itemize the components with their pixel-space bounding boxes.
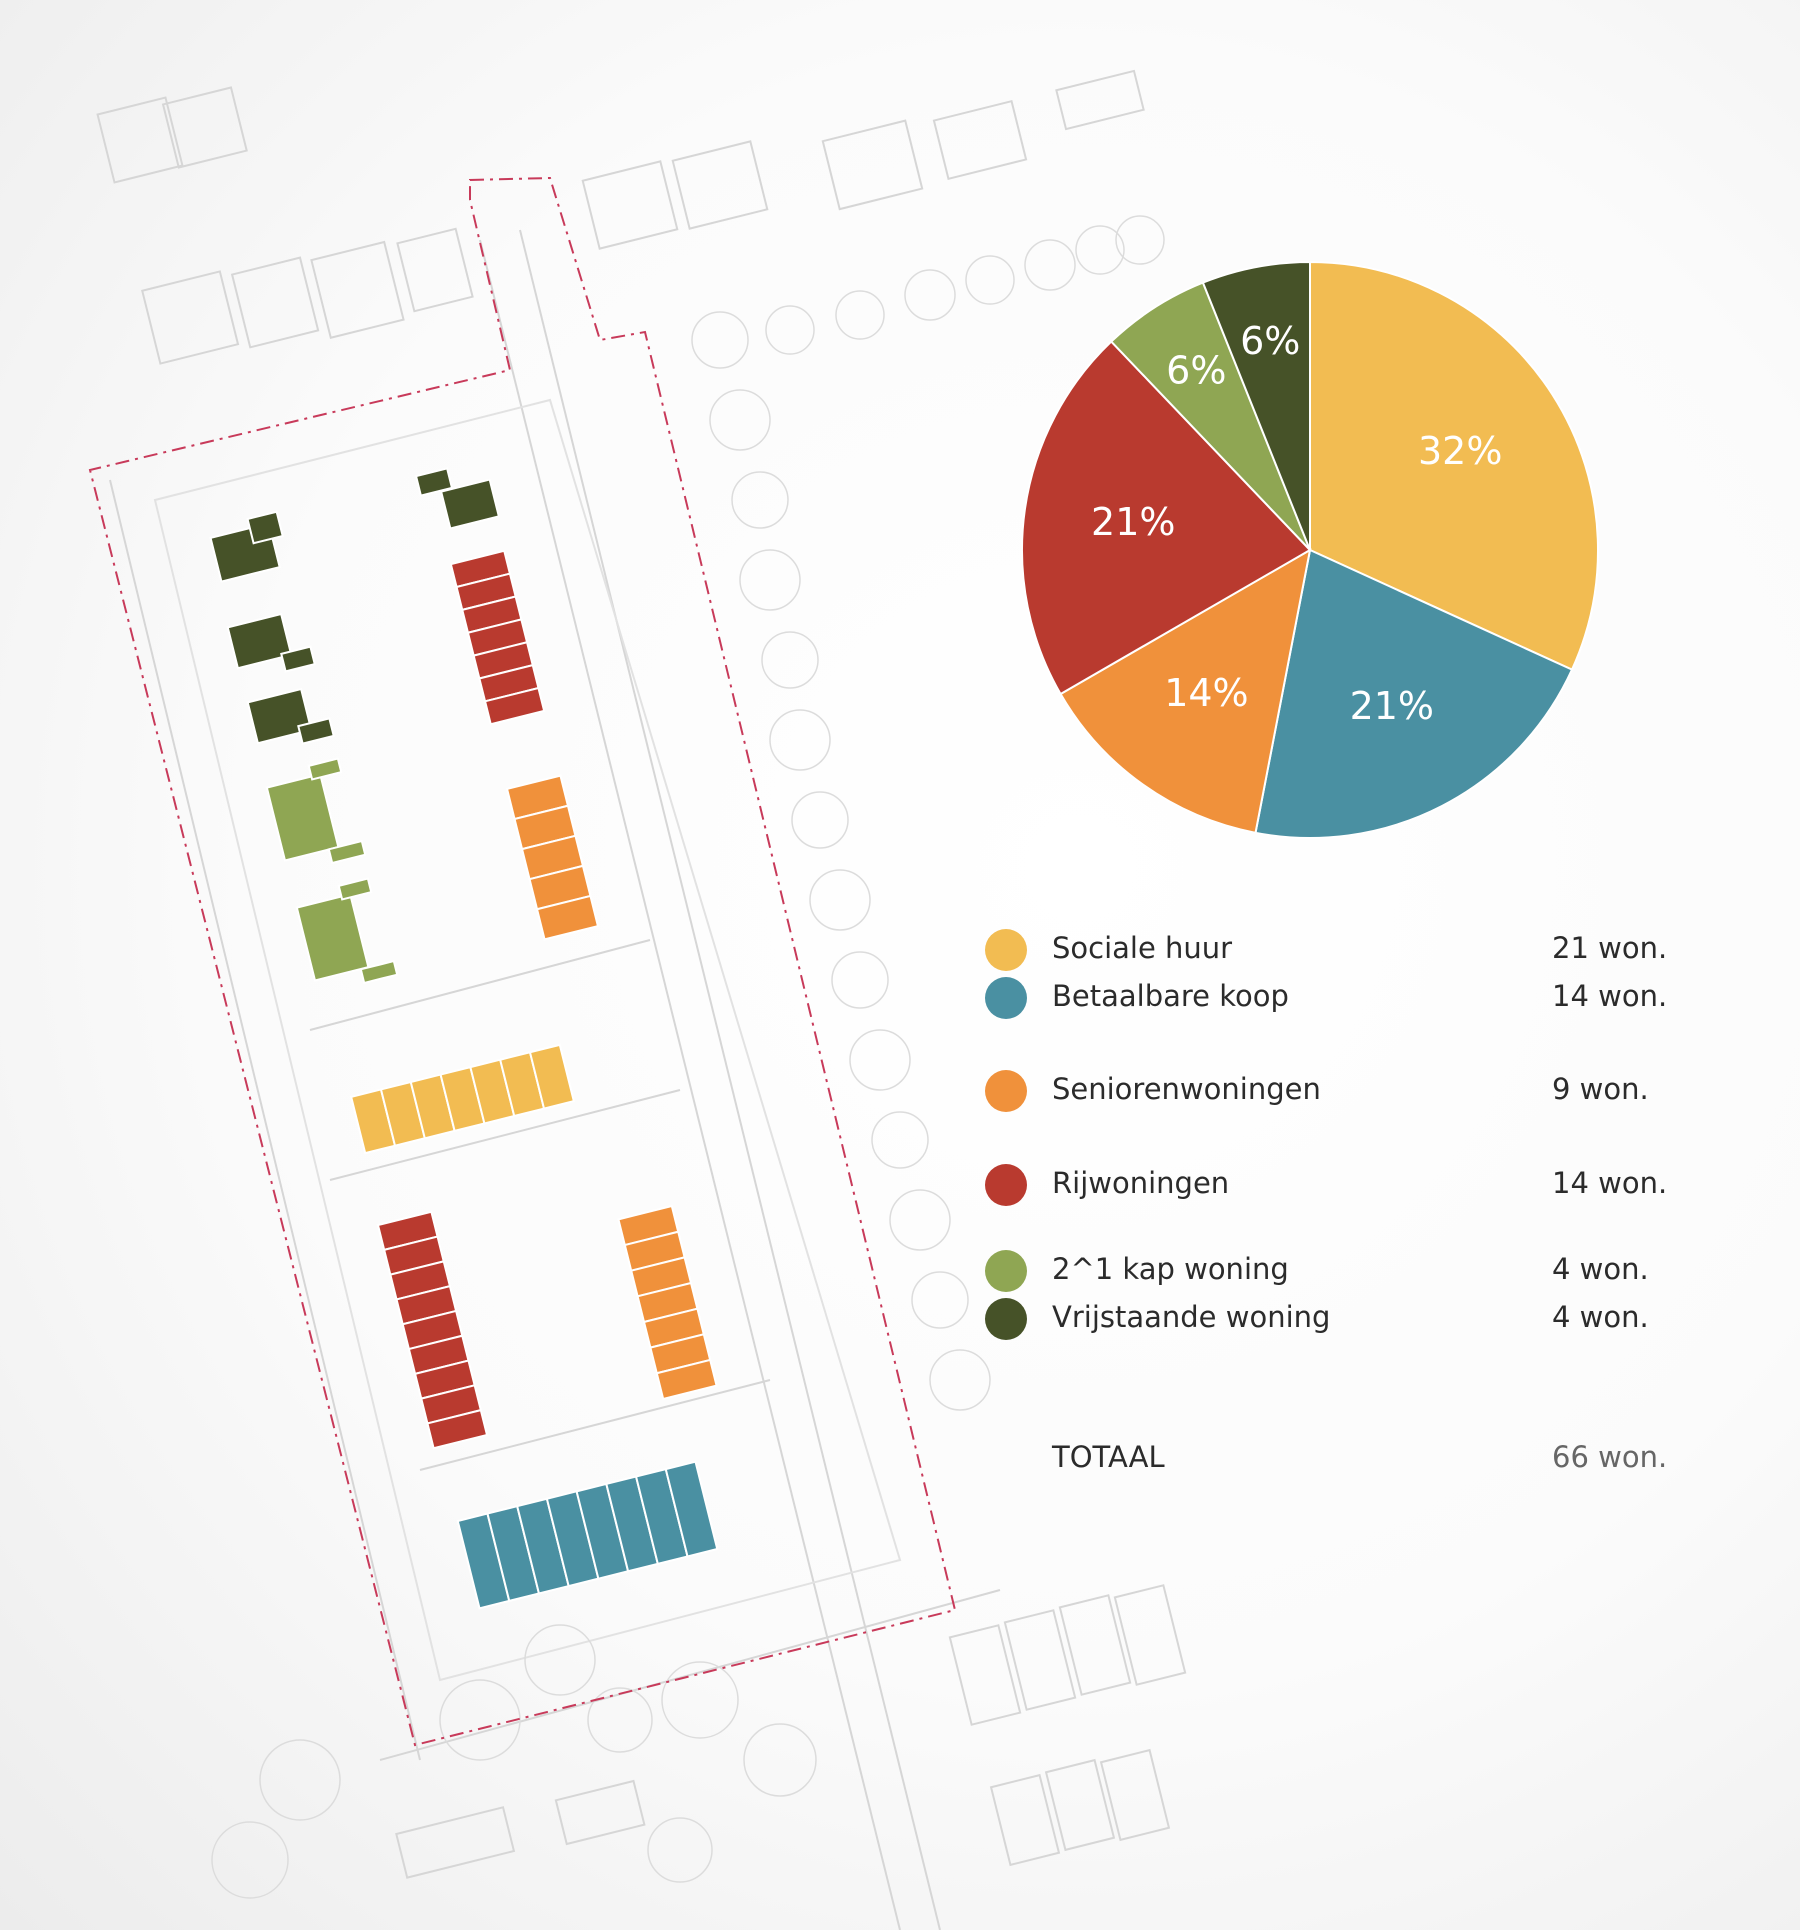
pie-slice-label: 21%	[1350, 684, 1434, 728]
legend-count: 9 won.	[1552, 1072, 1649, 1106]
legend-item-vrijstaande-woning: Vrijstaande woning 4 won.	[980, 1294, 1660, 1342]
legend-label: Rijwoningen	[1052, 1166, 1230, 1200]
legend-count: 21 won.	[1552, 931, 1668, 965]
legend-total: TOTAAL 66 won.	[980, 1434, 1667, 1482]
pie-slice-label: 21%	[1091, 500, 1175, 544]
pie-slice	[1309, 260, 1599, 671]
pie-chart: 32% 21% 14% 21% 6% 6%	[1021, 260, 1599, 839]
legend-swatch	[985, 1164, 1027, 1206]
legend-label: Sociale huur	[1052, 931, 1233, 965]
legend-swatch	[985, 1070, 1027, 1112]
total-count: 66 won.	[1552, 1440, 1668, 1474]
pie-slice	[1201, 260, 1311, 551]
legend-count: 14 won.	[1552, 1166, 1668, 1200]
legend-count: 14 won.	[1552, 979, 1668, 1013]
pie-slice-label: 32%	[1418, 429, 1502, 473]
legend-count: 4 won.	[1552, 1300, 1649, 1334]
legend-label: Seniorenwoningen	[1052, 1072, 1321, 1106]
legend-item-seniorenwoningen: Seniorenwoningen 9 won.	[980, 1066, 1660, 1114]
legend-swatch	[985, 929, 1027, 971]
housing-row	[349, 1043, 576, 1155]
pie-slice	[1059, 548, 1312, 834]
legend-item-sociale-huur: Sociale huur 21 won.	[980, 925, 1667, 973]
housing-row	[449, 549, 546, 726]
legend-swatch	[985, 1298, 1027, 1340]
legend-item-rijwoningen: Rijwoningen 14 won.	[980, 1160, 1667, 1208]
legend-label: 2^1 kap woning	[1052, 1252, 1289, 1286]
legend-swatch	[985, 1250, 1027, 1292]
pie-slice-label: 14%	[1164, 671, 1248, 715]
plan-boundary	[88, 176, 957, 1747]
pie-slice	[1254, 548, 1574, 839]
pie-slice	[1021, 340, 1312, 696]
housing-row	[505, 774, 600, 941]
housing-row	[456, 1460, 719, 1610]
housing-row	[617, 1204, 718, 1401]
legend-item-2-1-kap-woning: 2^1 kap woning 4 won.	[980, 1246, 1660, 1294]
housing-row	[376, 1210, 489, 1450]
legend-label: Betaalbare koop	[1052, 979, 1289, 1013]
legend-label: Vrijstaande woning	[1052, 1300, 1331, 1334]
pie-slice-label: 6%	[1240, 319, 1300, 363]
legend-item-betaalbare-koop: Betaalbare koop 14 won.	[980, 973, 1667, 1021]
pie-slice-label: 6%	[1166, 349, 1226, 393]
total-label: TOTAAL	[1052, 1440, 1165, 1474]
legend-swatch	[985, 977, 1027, 1019]
legend-count: 4 won.	[1552, 1252, 1649, 1286]
